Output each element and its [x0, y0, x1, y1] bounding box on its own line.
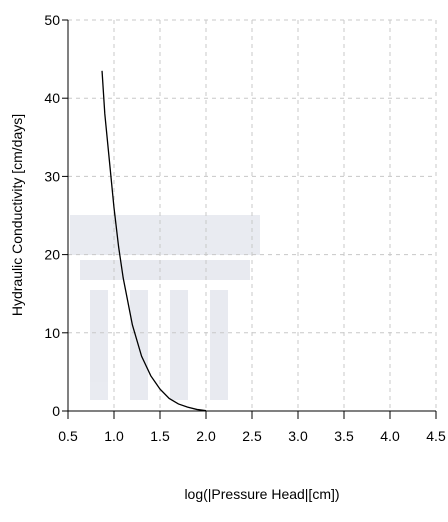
- x-tick-label: 0.5: [58, 428, 78, 444]
- x-axis-title: log(|Pressure Head|[cm]): [184, 486, 339, 502]
- x-tick-label: 4.0: [380, 428, 400, 444]
- x-tick-label: 1.5: [150, 428, 170, 444]
- x-tick-label: 3.5: [334, 428, 354, 444]
- x-tick-label: 4.5: [426, 428, 446, 444]
- y-tick-label: 0: [52, 403, 60, 419]
- watermark: [70, 215, 260, 400]
- y-tick-label: 20: [44, 247, 60, 263]
- y-tick-label: 30: [44, 168, 60, 184]
- x-tick-label: 2.0: [196, 428, 216, 444]
- x-tick-label: 2.5: [242, 428, 262, 444]
- data-line: [101, 70, 207, 412]
- x-tick-label: 1.0: [104, 428, 124, 444]
- y-tick-label: 40: [44, 90, 60, 106]
- y-axis-title: Hydraulic Conductivity [cm/days]: [9, 114, 25, 316]
- y-tick-label: 50: [44, 12, 60, 28]
- x-tick-label: 3.0: [288, 428, 308, 444]
- y-tick-label: 10: [44, 325, 60, 341]
